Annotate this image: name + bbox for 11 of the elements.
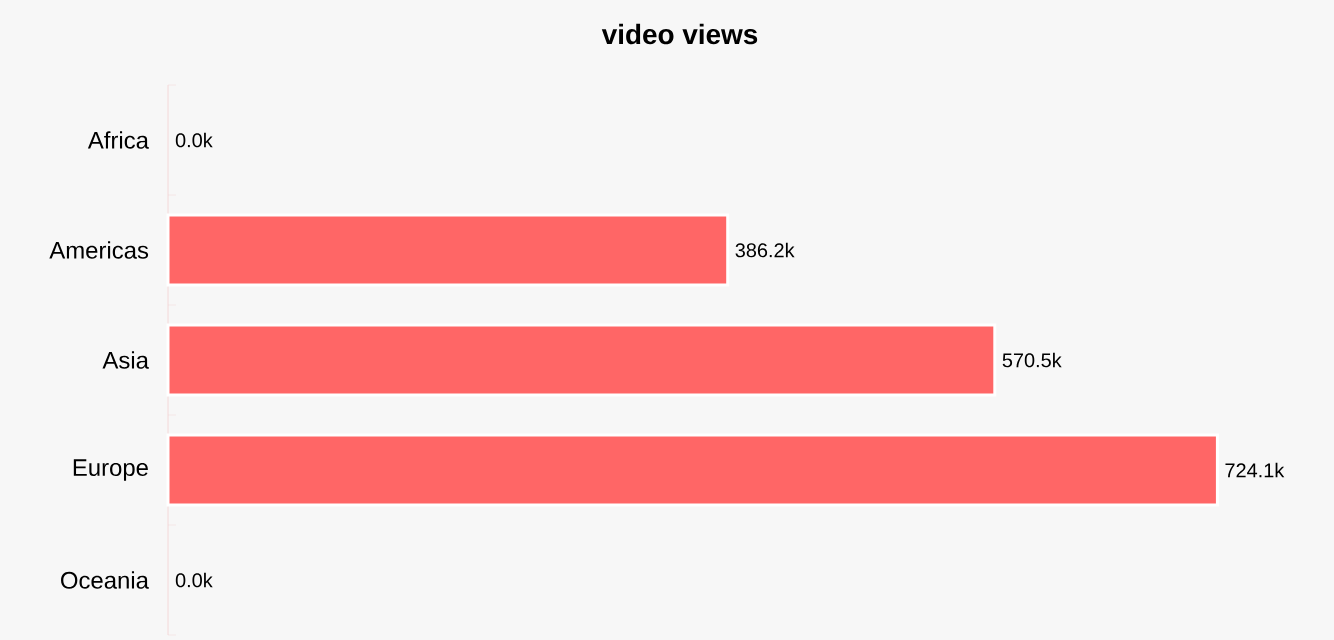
data-label: 724.1k [1225, 462, 1285, 478]
data-label: 0.0k [175, 572, 213, 588]
y-tick-label: Africa [87, 131, 149, 149]
y-tick-label: Americas [49, 241, 149, 259]
data-label: 570.5k [1002, 352, 1062, 368]
y-tick-label: Oceania [61, 571, 149, 589]
data-label: 0.0k [175, 132, 213, 148]
y-tick-label: Europe [73, 459, 148, 481]
chart-title: video views [601, 23, 758, 45]
y-tick-label: Asia [102, 351, 149, 369]
data-label: 386.2k [735, 242, 795, 258]
